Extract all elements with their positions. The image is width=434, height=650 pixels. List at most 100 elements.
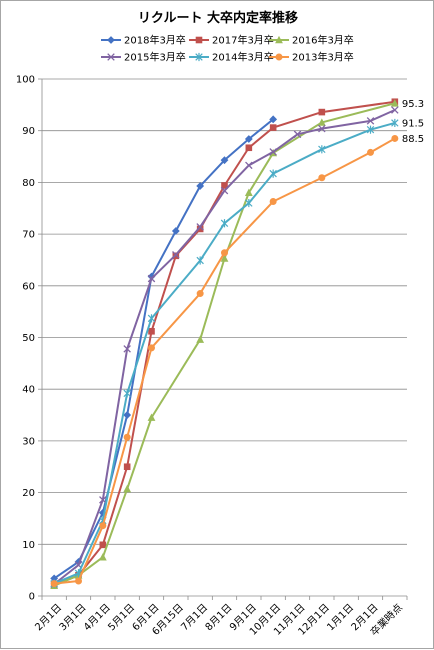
data-point xyxy=(244,135,253,143)
data-point xyxy=(123,389,131,398)
legend-label: 2017年3月卒 xyxy=(212,34,274,47)
series-5 xyxy=(50,134,399,588)
data-point xyxy=(220,254,229,262)
data-point xyxy=(107,53,115,61)
legend: 2018年3月卒 2017年3月卒 2016年3月卒 2015年3月卒 2014年3月卒… xyxy=(101,34,354,64)
legend-item-3: 2015年3月卒 xyxy=(101,51,186,64)
data-point xyxy=(147,413,156,421)
data-point xyxy=(196,223,204,231)
data-point xyxy=(269,198,277,206)
data-point xyxy=(99,522,107,530)
series-group xyxy=(50,98,399,589)
end-labels: 95.3 91.5 88.5 xyxy=(402,99,424,145)
data-point xyxy=(269,148,277,156)
series-0 xyxy=(50,115,278,583)
data-point xyxy=(148,344,155,352)
gridlines xyxy=(42,78,407,545)
data-point xyxy=(367,148,374,156)
data-point xyxy=(244,188,253,197)
data-point xyxy=(221,249,228,257)
y-tick-label: 30 xyxy=(22,436,35,447)
legend-item-4: 2014年3月卒 xyxy=(189,51,274,64)
series-line xyxy=(53,100,395,587)
data-point xyxy=(195,36,203,44)
data-point xyxy=(245,198,253,208)
data-point xyxy=(98,553,107,561)
y-tick-label: 80 xyxy=(22,178,35,189)
data-point xyxy=(123,463,131,471)
data-point xyxy=(318,174,326,182)
data-point xyxy=(196,290,204,298)
data-point xyxy=(147,314,156,323)
end-label: 88.5 xyxy=(402,134,424,145)
data-point xyxy=(196,182,205,190)
y-axis-ticks: 0 10 20 30 40 50 60 70 80 90 100 xyxy=(16,75,42,603)
data-point xyxy=(196,335,205,343)
series-line xyxy=(53,121,396,585)
data-point xyxy=(391,106,399,114)
data-point xyxy=(275,35,283,44)
y-tick-label: 90 xyxy=(22,126,35,137)
data-point xyxy=(245,144,253,152)
chart-title: リクルート 大卒内定率推移 xyxy=(138,10,298,26)
data-point xyxy=(196,225,204,233)
data-point xyxy=(171,227,180,235)
data-point xyxy=(123,411,132,419)
y-tick-label: 70 xyxy=(22,230,35,241)
series-line xyxy=(53,109,396,585)
data-point xyxy=(148,327,155,335)
legend-label: 2014年3月卒 xyxy=(212,51,274,64)
legend-label: 2016年3月卒 xyxy=(292,34,354,47)
data-point xyxy=(123,345,131,353)
data-point xyxy=(293,130,302,139)
data-point xyxy=(269,115,278,124)
end-label: 91.5 xyxy=(402,118,424,129)
legend-item-1: 2017年3月卒 xyxy=(189,34,274,47)
data-point xyxy=(147,274,156,283)
data-point xyxy=(366,117,375,125)
data-point xyxy=(220,156,229,165)
data-point xyxy=(75,577,82,585)
data-point xyxy=(50,574,59,583)
y-tick-label: 50 xyxy=(22,333,35,344)
x-axis-ticks: 2月1日3月1日4月1日5月1日6月1日6月15日7月1日8月1日9月1日10月… xyxy=(33,596,408,638)
data-point xyxy=(147,272,156,281)
data-point xyxy=(50,580,58,588)
data-point xyxy=(318,145,326,154)
legend-item-5: 2013年3月卒 xyxy=(269,51,354,64)
data-point xyxy=(220,219,229,228)
data-point xyxy=(107,36,115,44)
legend-label: 2018年3月卒 xyxy=(124,34,186,47)
series-3 xyxy=(50,106,399,588)
data-point xyxy=(123,433,131,441)
y-tick-label: 10 xyxy=(22,540,35,551)
legend-item-2: 2016年3月卒 xyxy=(269,34,354,47)
data-point xyxy=(318,108,326,116)
y-tick-label: 0 xyxy=(29,592,35,603)
series-line xyxy=(54,137,396,585)
end-label: 95.3 xyxy=(402,99,424,110)
legend-item-0: 2018年3月卒 xyxy=(101,34,186,47)
data-point xyxy=(366,125,375,134)
data-point xyxy=(245,161,253,170)
data-point xyxy=(269,124,277,131)
data-point xyxy=(99,541,107,549)
data-point xyxy=(391,134,399,142)
data-point xyxy=(391,118,399,128)
data-point xyxy=(390,99,399,107)
data-point xyxy=(196,256,204,265)
legend-label: 2015年3月卒 xyxy=(124,51,186,64)
data-point xyxy=(99,496,107,504)
y-tick-label: 20 xyxy=(22,488,35,499)
data-point xyxy=(318,124,326,133)
data-point xyxy=(275,53,283,61)
data-point xyxy=(221,182,228,189)
y-tick-label: 60 xyxy=(22,281,35,292)
legend-label: 2013年3月卒 xyxy=(292,51,354,64)
data-point xyxy=(317,118,326,126)
series-line xyxy=(53,118,274,580)
y-tick-label: 40 xyxy=(22,385,35,396)
data-point xyxy=(195,52,203,62)
